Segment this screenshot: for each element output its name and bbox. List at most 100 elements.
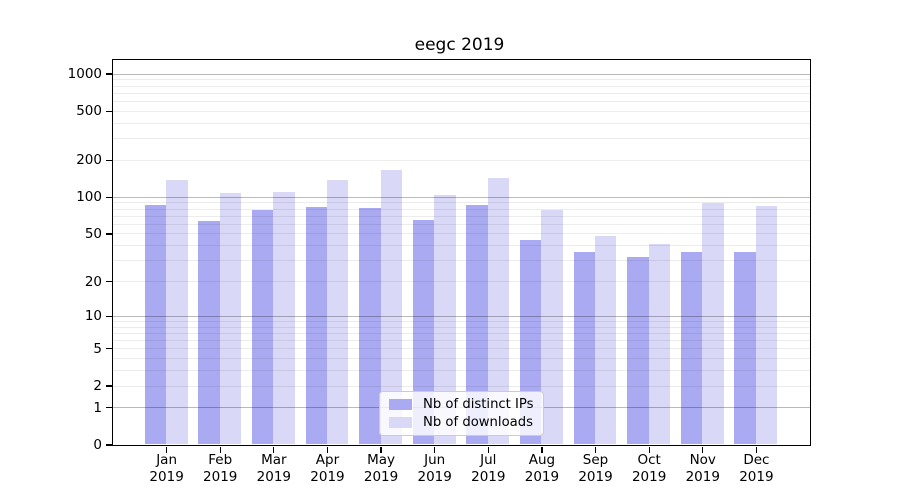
legend-item-downloads: Nb of downloads — [389, 415, 534, 430]
gridline-minor-6 — [112, 340, 810, 342]
bar-downloads-mar — [273, 191, 295, 445]
y-tick-mark-100 — [105, 196, 112, 198]
bar-ips-jan — [144, 205, 167, 445]
y-tick-mark-0 — [105, 444, 112, 446]
x-tick-label-dec: Dec 2019 — [726, 452, 786, 485]
gridline-major-10 — [112, 315, 810, 317]
bar-downloads-dec — [755, 205, 778, 445]
y-tick-mark-2 — [105, 385, 112, 387]
gridline-minor-5 — [112, 348, 810, 350]
x-tick-mark-apr — [326, 446, 329, 453]
x-tick-label-sep: Sep 2019 — [566, 452, 626, 485]
gridline-minor-8 — [112, 326, 810, 328]
bar-ips-dec — [734, 252, 756, 445]
bar-downloads-may — [380, 169, 402, 445]
bar-ips-apr — [305, 207, 327, 445]
legend-swatch-downloads — [389, 417, 412, 428]
x-tick-label-nov: Nov 2019 — [673, 452, 733, 485]
x-tick-year: 2019 — [417, 468, 452, 485]
y-tick-label-1000: 1000 — [67, 66, 102, 83]
y-tick-label-2: 2 — [93, 378, 102, 395]
x-tick-mark-jun — [434, 446, 436, 453]
bar-downloads-jun — [434, 194, 456, 445]
x-tick-year: 2019 — [149, 468, 184, 485]
y-tick-label-50: 50 — [84, 225, 102, 242]
x-tick-year: 2019 — [203, 468, 238, 485]
gridline-major-100 — [112, 196, 810, 198]
gridline-minor-90 — [112, 202, 810, 204]
gridline-minor-300 — [112, 138, 810, 140]
x-tick-mark-jan — [165, 446, 168, 453]
legend: Nb of distinct IPs Nb of downloads — [379, 391, 544, 436]
x-tick-month: Nov — [689, 452, 716, 468]
y-tick-mark-1 — [105, 407, 112, 409]
x-tick-month: Feb — [208, 452, 233, 468]
grid-layer — [112, 60, 810, 445]
x-tick-month: Mar — [261, 452, 287, 468]
bar-ips-oct — [627, 256, 649, 445]
x-tick-label-jul: Jul 2019 — [458, 452, 518, 485]
x-tick-month: Aug — [528, 452, 556, 468]
bar-downloads-oct — [648, 243, 671, 445]
y-tick-label-20: 20 — [84, 273, 102, 290]
x-tick-mark-oct — [648, 446, 650, 453]
bar-ips-may — [359, 207, 381, 445]
x-tick-month: Jan — [156, 452, 178, 468]
x-tick-month: Jul — [480, 452, 497, 468]
x-tick-mark-nov — [702, 446, 704, 453]
x-tick-year: 2019 — [631, 468, 667, 485]
bar-downloads-feb — [219, 192, 242, 445]
y-tick-label-100: 100 — [76, 189, 102, 206]
x-tick-mark-feb — [219, 446, 221, 453]
gridline-minor-500 — [112, 110, 810, 112]
y-tick-mark-5 — [105, 348, 112, 350]
x-tick-label-jun: Jun 2019 — [405, 452, 465, 485]
y-tick-label-0: 0 — [93, 437, 102, 453]
gridline-minor-30 — [112, 260, 810, 262]
y-tick-mark-1000 — [105, 73, 112, 75]
x-tick-label-oct: Oct 2019 — [619, 452, 679, 485]
gridline-minor-50 — [112, 233, 810, 235]
legend-item-distinct-ips: Nb of distinct IPs — [389, 397, 534, 412]
y-tick-label-1: 1 — [93, 399, 102, 416]
gridline-minor-4 — [112, 358, 810, 360]
x-tick-month: May — [367, 452, 396, 468]
chart-title: eegc 2019 — [414, 35, 505, 55]
x-tick-year: 2019 — [578, 468, 613, 485]
legend-swatch-distinct-ips — [389, 399, 412, 410]
x-tick-mark-may — [380, 446, 382, 453]
bar-downloads-jan — [166, 179, 188, 445]
x-tick-mark-sep — [594, 446, 597, 453]
bar-ips-jun — [412, 220, 435, 445]
bar-downloads-apr — [326, 180, 349, 445]
x-tick-label-apr: Apr 2019 — [297, 452, 357, 485]
gridline-minor-900 — [112, 79, 810, 81]
x-tick-year: 2019 — [739, 468, 774, 485]
gridline-minor-7 — [112, 332, 810, 334]
x-tick-year: 2019 — [256, 468, 292, 485]
y-tick-label-5: 5 — [93, 340, 102, 357]
bar-ips-sep — [573, 252, 596, 445]
y-tick-label-500: 500 — [76, 103, 102, 120]
x-tick-year: 2019 — [363, 468, 399, 485]
x-tick-year: 2019 — [524, 468, 560, 485]
y-tick-mark-50 — [105, 233, 112, 235]
x-tick-label-jan: Jan 2019 — [137, 452, 197, 485]
bar-ips-feb — [198, 221, 220, 445]
x-tick-label-aug: Aug 2019 — [512, 452, 572, 485]
gridline-minor-80 — [112, 208, 810, 210]
x-tick-year: 2019 — [310, 468, 345, 485]
gridline-minor-9 — [112, 320, 810, 322]
bar-ips-jul — [466, 205, 488, 445]
y-tick-mark-500 — [105, 110, 112, 112]
bar-downloads-sep — [595, 235, 617, 445]
gridline-minor-3 — [112, 370, 810, 372]
gridline-minor-800 — [112, 85, 810, 87]
x-tick-month: Jun — [424, 452, 446, 468]
x-tick-month: Dec — [743, 452, 770, 468]
bar-downloads-nov — [702, 202, 724, 445]
legend-label-downloads: Nb of downloads — [423, 415, 533, 430]
bar-downloads-jul — [487, 177, 510, 445]
x-tick-year: 2019 — [685, 468, 720, 485]
x-tick-month: Sep — [582, 452, 609, 468]
